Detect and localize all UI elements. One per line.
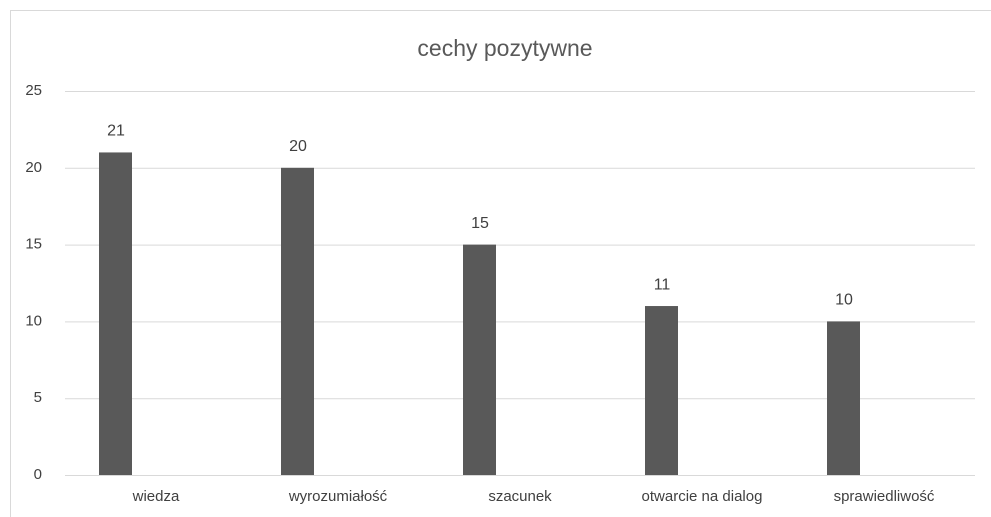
y-tick-label: 20 — [25, 159, 42, 176]
x-tick-label: wiedza — [132, 488, 180, 505]
y-tick-label: 15 — [25, 236, 42, 253]
y-tick-label: 5 — [34, 389, 42, 406]
y-tick-label: 0 — [34, 466, 42, 483]
bar — [281, 167, 314, 476]
x-tick-label: wyrozumiałość — [288, 488, 388, 505]
data-label: 21 — [107, 123, 125, 140]
chart-title: cechy pozytywne — [417, 35, 592, 61]
data-label: 10 — [835, 292, 853, 309]
data-label: 20 — [289, 138, 307, 155]
data-label: 15 — [471, 215, 489, 232]
bar — [645, 306, 678, 475]
bar — [827, 321, 860, 475]
bar — [99, 152, 132, 475]
x-tick-label: sprawiedliwość — [834, 488, 935, 505]
bar — [463, 244, 496, 475]
x-tick-label: otwarcie na dialog — [642, 488, 763, 505]
x-tick-label: szacunek — [488, 488, 552, 505]
y-tick-label: 10 — [25, 312, 42, 329]
data-label: 11 — [654, 276, 671, 293]
y-tick-label: 25 — [25, 82, 42, 99]
